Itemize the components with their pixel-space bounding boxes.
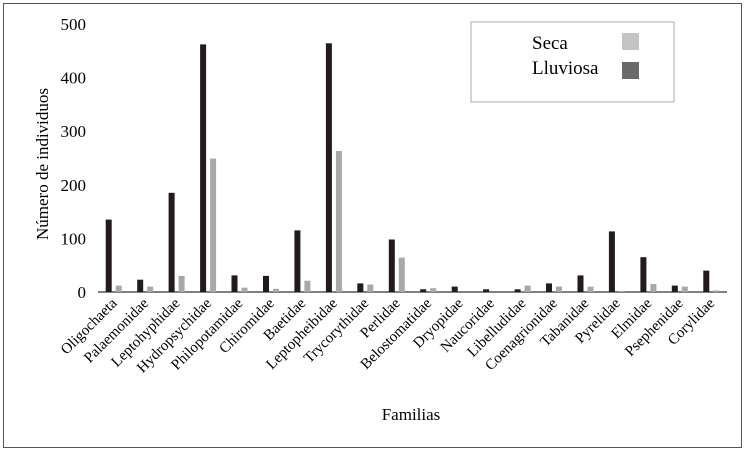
bar-lluviosa-tabanidae — [577, 275, 584, 292]
y-tick-label: 300 — [61, 122, 87, 141]
bar-seca-perlidae — [398, 257, 405, 292]
bar-seca-trycorythidae — [367, 284, 374, 292]
bar-seca-chiromidae — [273, 288, 279, 292]
bar-seca-oligochaeta — [115, 285, 122, 292]
legend-box — [470, 21, 675, 103]
y-axis-label: Número de individuos — [33, 88, 52, 240]
bar-seca-pyrelidae — [618, 290, 625, 292]
bar-lluviosa-coenagrionidae — [546, 283, 552, 292]
bar-lluviosa-corylidae — [703, 270, 710, 292]
bar-seca-tabanidae — [587, 286, 594, 292]
y-tick-labels: 0 100 200 300 400 500 — [61, 15, 87, 302]
bar-lluviosa-pyrelidae — [608, 231, 615, 292]
bar-seca-corylidae — [713, 290, 720, 292]
bar-seca-psephenidae — [681, 286, 688, 292]
bar-seca-baetidae — [304, 280, 311, 292]
bar-seca-libelludidae — [524, 285, 531, 292]
bar-seca-hydropsychidae — [210, 158, 217, 292]
x-axis-label: Familias — [382, 405, 441, 424]
bar-seca-leptohyphidae — [178, 275, 185, 292]
bar-lluviosa-philopotamidae — [231, 275, 238, 292]
legend-swatch-seca — [622, 33, 639, 50]
x-tick-labels: OligochaetaPalaemonidaeLeptohyphidaeHydr… — [58, 295, 718, 376]
bar-lluviosa-elmidae — [640, 257, 647, 292]
bar-lluviosa-dryopidae — [451, 286, 458, 292]
legend-label-lluviosa: Lluviosa — [532, 58, 599, 79]
bar-lluviosa-oligochaeta — [105, 219, 112, 292]
bar-seca-philopotamidae — [241, 287, 248, 292]
bar-lluviosa-palaemonidae — [137, 279, 144, 292]
bar-lluviosa-leptopheibidae — [325, 43, 332, 292]
bar-lluviosa-psephenidae — [671, 285, 678, 292]
legend-label-seca: Seca — [532, 33, 568, 54]
bar-lluviosa-baetidae — [294, 230, 301, 292]
bar-seca-elmidae — [650, 284, 657, 292]
bar-seca-palaemonidae — [147, 286, 154, 292]
y-tick-label: 0 — [78, 283, 87, 302]
bar-lluviosa-naucoridae — [483, 289, 490, 292]
bar-lluviosa-perlidae — [388, 239, 395, 292]
bars — [105, 43, 720, 293]
bar-lluviosa-chiromidae — [263, 275, 269, 292]
y-tick-label: 100 — [61, 229, 87, 248]
bar-seca-coenagrionidae — [556, 286, 562, 292]
legend-swatch-lluviosa — [622, 62, 639, 79]
y-tick-label: 500 — [61, 15, 87, 34]
bar-seca-belostomatidae — [430, 288, 437, 292]
bar-lluviosa-hydropsychidae — [200, 44, 207, 293]
bar-lluviosa-libelludidae — [514, 289, 521, 292]
bar-lluviosa-belostomatidae — [420, 289, 427, 292]
bar-lluviosa-trycorythidae — [357, 283, 364, 292]
legend: Seca Lluviosa — [470, 21, 675, 103]
y-tick-label: 200 — [61, 176, 87, 195]
y-tick-label: 400 — [61, 69, 87, 88]
bar-seca-leptopheibidae — [335, 151, 342, 292]
bar-lluviosa-leptohyphidae — [168, 192, 175, 292]
